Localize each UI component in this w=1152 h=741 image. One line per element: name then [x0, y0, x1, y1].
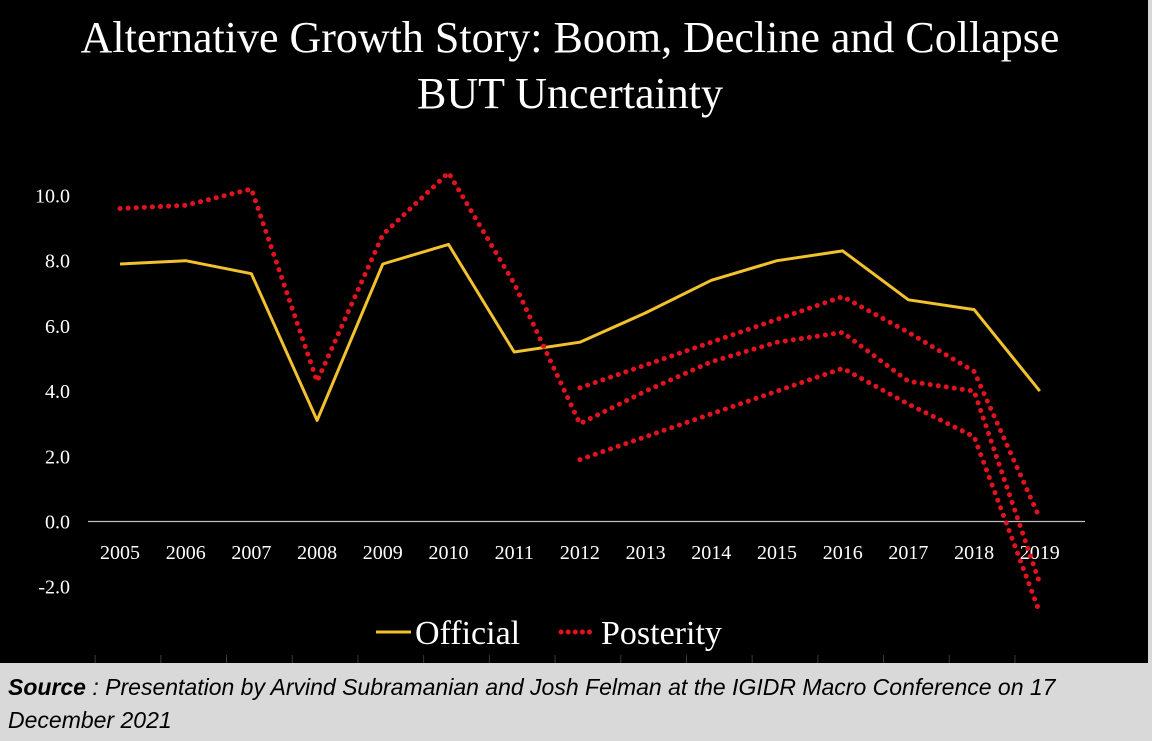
chart-title: Alternative Growth Story: Boom, Decline …: [81, 13, 1060, 62]
x-tick-label: 2017: [888, 542, 928, 564]
x-tick-label: 2012: [560, 542, 600, 564]
legend-official-label: Official: [415, 615, 520, 652]
source-caption: Source : Presentation by Arvind Subraman…: [0, 663, 1152, 741]
y-axis-ticks: 10.0 8.0 6.0 4.0 2.0 0.0 -2.0: [35, 186, 70, 599]
x-tick-label: 2018: [954, 542, 994, 564]
x-tick-label: 2007: [231, 542, 271, 564]
x-tick-label: 2008: [297, 542, 337, 564]
posterity-line-3: [577, 365, 1043, 616]
y-tick-label: 8.0: [45, 251, 70, 273]
x-tick-label: 2016: [823, 542, 863, 564]
x-tick-label: 2010: [429, 542, 469, 564]
y-tick-label: 2.0: [45, 446, 70, 468]
x-tick-label: 2015: [757, 542, 797, 564]
y-tick-label: 4.0: [45, 381, 70, 403]
x-axis-ticks: 2005 2006 2007 2008 2009 2010 2011 2012 2013 2014…: [100, 542, 1060, 564]
x-tick-label: 2011: [495, 542, 534, 564]
year-gridlines: [94, 655, 1016, 663]
official-line: [119, 242, 1041, 422]
chart-slide: Alternative Growth Story: Boom, Decline …: [0, 0, 1152, 663]
legend-posterity-label: Posterity: [601, 615, 722, 652]
y-tick-label: 6.0: [45, 316, 70, 338]
chart-subtitle: BUT Uncertainty: [417, 69, 723, 118]
source-caption-text: Source : Presentation by Arvind Subraman…: [0, 663, 1152, 737]
source-description: : Presentation by Arvind Subramanian and…: [8, 674, 1056, 733]
posterity-line-1: [117, 170, 1043, 586]
line-chart: Alternative Growth Story: Boom, Decline …: [35, 13, 1085, 663]
x-tick-label: 2013: [626, 542, 666, 564]
series-lines: [117, 170, 1043, 616]
x-tick-label: 2019: [1020, 542, 1060, 564]
x-tick-label: 2009: [363, 542, 403, 564]
legend: Official Posterity: [376, 615, 722, 652]
posterity-line-2: [577, 294, 1043, 521]
x-tick-label: 2014: [691, 542, 731, 564]
y-tick-label: 0.0: [45, 512, 70, 534]
source-label: Source: [8, 674, 86, 700]
x-tick-label: 2005: [100, 542, 140, 564]
y-tick-label: -2.0: [38, 577, 70, 599]
x-tick-label: 2006: [166, 542, 206, 564]
y-tick-label: 10.0: [35, 186, 70, 208]
